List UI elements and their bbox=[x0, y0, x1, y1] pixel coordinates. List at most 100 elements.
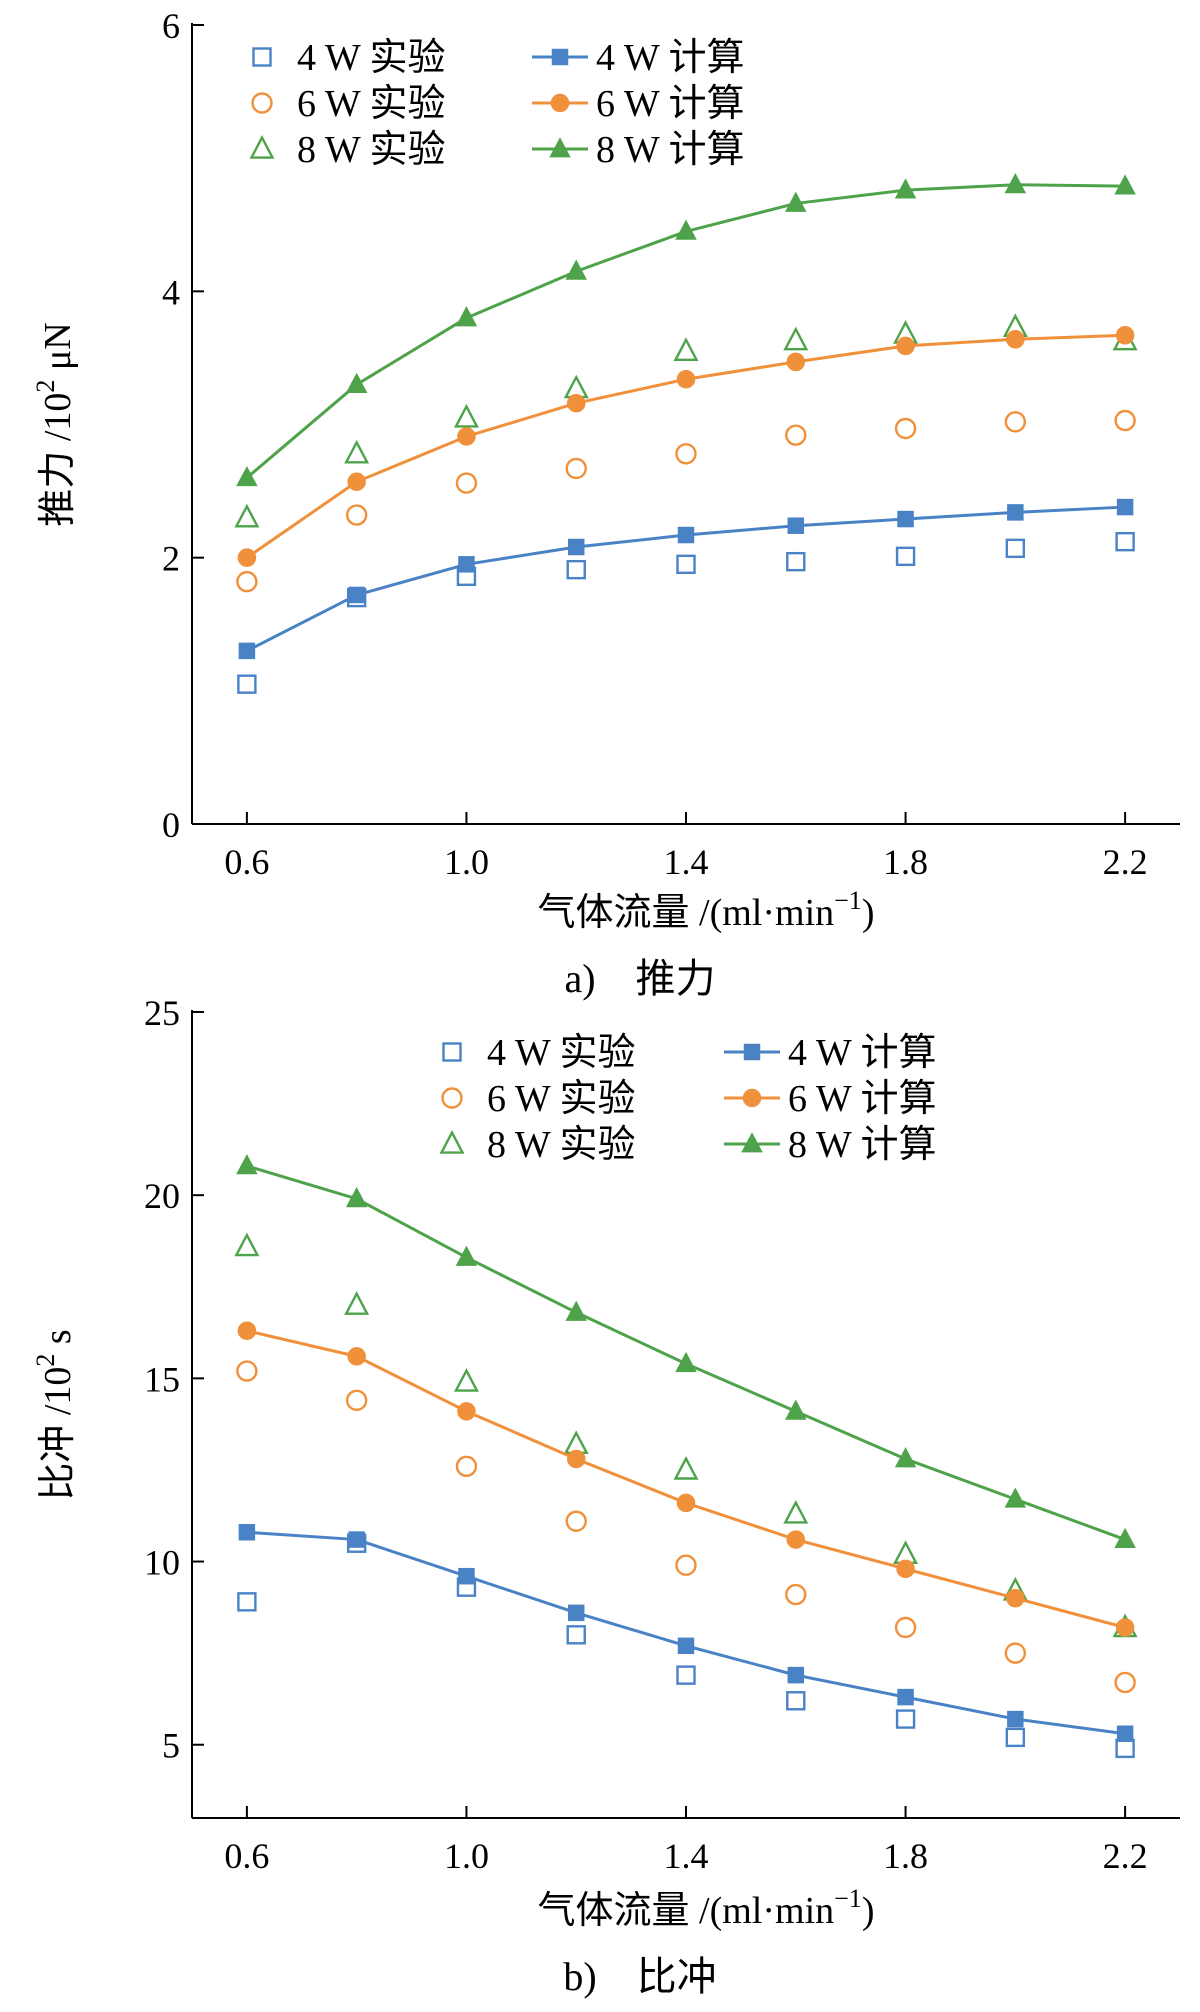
data-point bbox=[237, 548, 257, 567]
x-axis-label: 气体流量 /(ml·min−1) bbox=[538, 1884, 875, 1932]
legend-marker bbox=[249, 135, 275, 159]
y-tick-label: 0 bbox=[162, 805, 180, 845]
data-point bbox=[897, 1688, 914, 1706]
data-point bbox=[786, 1691, 806, 1711]
data-point bbox=[1004, 1487, 1027, 1508]
data-point bbox=[455, 1455, 478, 1477]
y-tick-label: 5 bbox=[162, 1726, 180, 1766]
data-point bbox=[237, 1321, 257, 1340]
data-point bbox=[786, 352, 806, 372]
data-point bbox=[344, 439, 370, 464]
legend-marker bbox=[549, 137, 571, 158]
legend-label: 6 W 计算 bbox=[788, 1078, 937, 1120]
data-point bbox=[1005, 538, 1026, 559]
chart-specific-impulse: 5 10 15 20 25 0.6 1.0 1.4 1.8 2.2 气体流量 /(ml·min−1)… bbox=[31, 993, 1180, 1999]
legend-marker bbox=[252, 47, 272, 67]
data-point bbox=[676, 1493, 696, 1513]
data-point bbox=[565, 1510, 587, 1532]
legend: 4 W 实验6 W 实验8 W 实验 4 W 计算6 W 计算8 W 计算 bbox=[249, 37, 745, 171]
data-point bbox=[567, 1604, 585, 1622]
legend-marker bbox=[551, 48, 569, 66]
data-point bbox=[676, 554, 696, 575]
data-point bbox=[347, 472, 366, 492]
data-point bbox=[1115, 326, 1135, 345]
data-point bbox=[458, 1567, 475, 1585]
data-point bbox=[348, 586, 365, 604]
data-point bbox=[894, 417, 917, 440]
data-point bbox=[787, 517, 805, 534]
data-point bbox=[238, 642, 256, 660]
x-tick-label: 0.6 bbox=[224, 842, 269, 882]
x-tick-label: 1.4 bbox=[664, 1836, 709, 1876]
x-tick-label: 1.0 bbox=[444, 842, 489, 882]
data-point bbox=[348, 1531, 365, 1548]
data-point bbox=[785, 1583, 807, 1606]
data-point bbox=[234, 503, 260, 528]
data-point bbox=[458, 556, 475, 573]
data-point bbox=[785, 424, 807, 446]
data-point bbox=[237, 674, 257, 694]
y-tick-label: 2 bbox=[162, 539, 180, 579]
data-point bbox=[895, 546, 916, 567]
data-point bbox=[345, 1389, 368, 1412]
data-point bbox=[1004, 1642, 1027, 1664]
data-point bbox=[1005, 1727, 1026, 1748]
data-point bbox=[236, 1360, 258, 1382]
legend-label: 8 W 实验 bbox=[297, 129, 446, 171]
data-point bbox=[673, 1455, 699, 1480]
data-point bbox=[566, 393, 586, 413]
data-point bbox=[1007, 1710, 1024, 1728]
data-point bbox=[566, 1449, 586, 1469]
series-circle-experiment bbox=[236, 409, 1136, 593]
data-point bbox=[675, 1351, 697, 1373]
data-point bbox=[785, 1399, 807, 1420]
data-point bbox=[236, 465, 258, 487]
series-square-experiment bbox=[237, 531, 1135, 694]
data-point bbox=[677, 1637, 695, 1655]
legend-label: 4 W 计算 bbox=[788, 1032, 937, 1074]
legend-label: 4 W 计算 bbox=[596, 37, 745, 79]
data-point bbox=[675, 1554, 697, 1576]
data-point bbox=[1114, 174, 1136, 195]
data-point bbox=[345, 1187, 368, 1208]
data-point bbox=[565, 457, 587, 480]
chart-thrust: 0 2 4 6 0.6 1.0 1.4 1.8 2.2 气体流量 /(ml·min−1) 推力 /1… bbox=[31, 6, 1180, 1001]
legend-label: 4 W 实验 bbox=[297, 37, 446, 79]
x-tick-label: 2.2 bbox=[1103, 842, 1148, 882]
data-point bbox=[675, 443, 697, 465]
chart-caption: a) 推力 bbox=[564, 956, 715, 1001]
y-tick-label: 4 bbox=[162, 272, 180, 312]
data-point bbox=[457, 1402, 476, 1421]
y-tick-label: 10 bbox=[144, 1543, 180, 1583]
data-point bbox=[566, 559, 586, 580]
data-point bbox=[567, 538, 585, 556]
x-axis-label: 气体流量 /(ml·min−1) bbox=[538, 886, 875, 934]
x-tick-label: 2.2 bbox=[1103, 1836, 1148, 1876]
legend-marker bbox=[251, 92, 273, 114]
x-tick-label: 1.8 bbox=[883, 1836, 928, 1876]
data-point bbox=[345, 504, 368, 526]
legend-marker bbox=[439, 1130, 465, 1154]
y-tick-label: 20 bbox=[144, 1176, 180, 1216]
legend-label: 8 W 计算 bbox=[788, 1124, 937, 1166]
series-circle-calculation bbox=[237, 1321, 1135, 1637]
data-point bbox=[677, 526, 695, 544]
data-point bbox=[344, 1291, 370, 1315]
data-point bbox=[894, 1447, 917, 1468]
data-point bbox=[1115, 1738, 1135, 1759]
series-triangle-calculation bbox=[236, 1154, 1136, 1548]
y-tick-label: 6 bbox=[162, 6, 180, 46]
legend-label: 8 W 实验 bbox=[487, 1124, 636, 1166]
legend-label: 6 W 实验 bbox=[487, 1078, 636, 1120]
y-axis-label: 比冲 /102 s bbox=[31, 1329, 79, 1500]
data-point bbox=[1114, 1527, 1136, 1548]
legend: 4 W 实验6 W 实验8 W 实验 4 W 计算6 W 计算8 W 计算 bbox=[439, 1032, 937, 1166]
data-point bbox=[565, 1300, 587, 1321]
data-point bbox=[236, 570, 258, 593]
data-point bbox=[1006, 1588, 1025, 1608]
data-point bbox=[457, 427, 476, 446]
legend-marker bbox=[550, 93, 570, 113]
data-point bbox=[453, 1368, 479, 1392]
data-point bbox=[455, 1245, 478, 1266]
